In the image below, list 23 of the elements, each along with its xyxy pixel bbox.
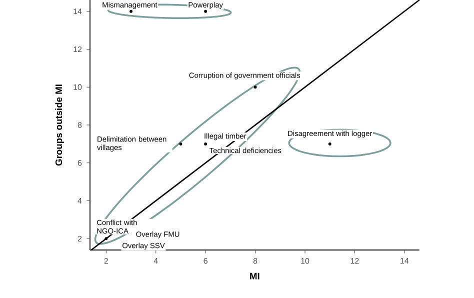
point	[179, 142, 182, 146]
point	[328, 142, 332, 146]
x-tick-label: 12	[350, 258, 359, 264]
x-axis-title: MI	[250, 272, 260, 280]
x-tick-label: 4	[154, 258, 158, 264]
x-tick-label: 14	[400, 258, 409, 264]
y-tick-label: 14	[74, 8, 82, 14]
y-tick-label: 4	[78, 198, 82, 204]
x-tick-label: 6	[204, 258, 208, 264]
point	[104, 237, 108, 240]
point	[254, 86, 257, 89]
y-tick-label: 8	[78, 122, 82, 128]
y-tick-label: 12	[74, 46, 82, 52]
y-tick-label: 10	[74, 84, 82, 90]
y-tick-label: 2	[78, 236, 82, 242]
x-tick-label: 10	[301, 258, 310, 264]
x-tick-label: 8	[253, 258, 258, 264]
y-tick-label: 6	[78, 160, 82, 166]
x-tick-label: 2	[104, 258, 108, 264]
point	[130, 10, 132, 13]
y-axis-title: Groups outside MI	[55, 84, 64, 166]
point	[204, 142, 208, 146]
point	[204, 10, 208, 13]
